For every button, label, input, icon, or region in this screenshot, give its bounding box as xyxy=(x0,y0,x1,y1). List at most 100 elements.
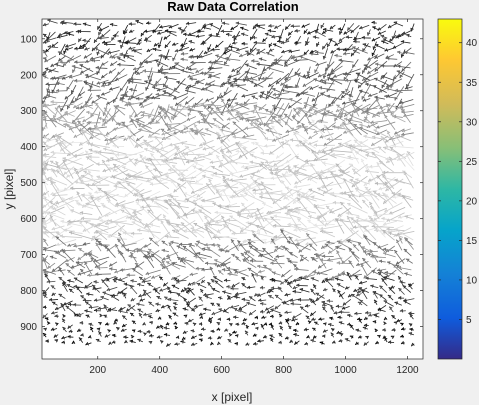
vector-arrow-head xyxy=(320,184,324,189)
vector-arrow-head xyxy=(406,83,410,88)
vector-arrow xyxy=(363,135,376,140)
vector-arrow xyxy=(82,114,94,123)
vector-arrow xyxy=(118,310,129,314)
vector-arrow-head xyxy=(348,144,353,148)
vector-arrow xyxy=(281,49,291,54)
vector-arrow-head xyxy=(318,317,322,321)
vector-arrow-head xyxy=(355,72,360,76)
vector-arrow-head xyxy=(158,111,162,116)
vector-arrow-head xyxy=(322,45,326,50)
vector-arrow-head xyxy=(204,224,209,229)
vector-arrow-head xyxy=(373,190,377,195)
vector-arrow xyxy=(229,173,240,178)
vector-arrow-head xyxy=(350,102,355,107)
vector-arrow xyxy=(141,280,151,283)
vector-arrow-head xyxy=(295,190,300,194)
vector-arrow xyxy=(232,136,257,141)
vector-arrow-head xyxy=(177,176,181,181)
vector-arrow-head xyxy=(143,29,148,34)
vector-arrow xyxy=(325,278,334,288)
vector-arrow-head xyxy=(317,73,322,78)
vector-arrow-head xyxy=(163,115,168,120)
vector-arrow-head xyxy=(88,322,92,327)
vector-arrow-head xyxy=(278,313,283,318)
vector-arrow-head xyxy=(250,36,254,41)
vector-arrow-head xyxy=(84,73,89,78)
vector-arrow-head xyxy=(77,312,82,317)
vector-arrow xyxy=(215,40,224,49)
vector-arrow-head xyxy=(205,183,210,187)
vector-arrow-head xyxy=(370,205,374,210)
vector-arrow-head xyxy=(89,85,93,90)
vector-arrow xyxy=(47,262,56,270)
vector-arrow-head xyxy=(85,341,89,346)
colorbar-tick-label: 5 xyxy=(466,315,472,326)
vector-arrow xyxy=(272,43,282,49)
vector-arrow-head xyxy=(136,71,140,76)
vector-arrow xyxy=(253,105,265,110)
vector-arrow xyxy=(113,277,126,283)
vector-arrow xyxy=(191,335,197,340)
vector-arrow xyxy=(341,90,351,99)
vector-arrow xyxy=(167,31,177,37)
vector-arrow-head xyxy=(303,30,307,34)
vector-arrow-head xyxy=(175,335,180,340)
vector-arrow xyxy=(371,36,381,42)
vector-arrow-head xyxy=(305,233,310,237)
vector-arrow-head xyxy=(409,313,414,318)
vector-arrow xyxy=(212,118,231,130)
vector-arrow-head xyxy=(138,38,142,43)
vector-arrow-head xyxy=(377,271,382,276)
vector-arrow-head xyxy=(145,165,149,169)
vector-arrow-head xyxy=(313,143,317,147)
vector-arrow-head xyxy=(123,335,127,339)
vector-arrow-head xyxy=(95,238,99,243)
vector-arrow xyxy=(154,136,163,146)
vector-arrow-head xyxy=(330,171,334,176)
vector-arrow-head xyxy=(190,227,195,231)
vector-arrow xyxy=(187,281,196,286)
vector-arrow-head xyxy=(343,178,347,182)
vector-arrow-head xyxy=(319,135,323,139)
vector-arrow xyxy=(58,276,66,283)
vector-arrow xyxy=(273,245,283,253)
vector-arrow-head xyxy=(353,37,357,41)
vector-arrow-head xyxy=(193,202,198,206)
vector-arrow-head xyxy=(77,120,82,125)
vector-arrow-head xyxy=(73,277,78,281)
vector-arrow-head xyxy=(263,144,268,148)
vector-arrow-head xyxy=(102,81,106,85)
vector-arrow-head xyxy=(42,210,47,215)
vector-arrow xyxy=(180,53,189,55)
vector-arrow-head xyxy=(226,317,230,322)
vector-arrow-head xyxy=(284,336,289,340)
vector-arrow xyxy=(148,122,160,124)
vector-arrow-head xyxy=(59,60,63,64)
vector-arrow-head xyxy=(120,209,125,213)
vector-arrow xyxy=(170,179,178,189)
vector-arrow-head xyxy=(341,101,346,105)
vector-arrow xyxy=(274,304,281,310)
vector-arrow xyxy=(264,159,284,164)
vector-arrow xyxy=(103,107,119,125)
vector-arrow-head xyxy=(288,236,293,240)
vector-arrow xyxy=(318,174,328,191)
vector-arrow-head xyxy=(87,195,92,200)
vector-arrow-head xyxy=(290,24,294,28)
vector-arrow-head xyxy=(100,295,105,300)
vector-arrow-head xyxy=(400,327,405,331)
vector-arrow-head xyxy=(140,104,144,109)
vector-arrow xyxy=(158,177,169,183)
vector-arrow xyxy=(96,65,102,75)
vector-arrow-head xyxy=(184,152,188,156)
vector-arrow xyxy=(298,244,309,253)
vector-arrow xyxy=(188,40,195,44)
vector-arrow-head xyxy=(228,81,232,86)
vector-arrow xyxy=(403,248,412,257)
vector-arrow-head xyxy=(297,218,301,222)
vector-arrow xyxy=(371,151,387,167)
vector-arrow-head xyxy=(337,240,341,244)
vector-arrow-head xyxy=(350,217,355,221)
vector-arrow-head xyxy=(251,59,255,63)
vector-arrow xyxy=(196,190,206,198)
